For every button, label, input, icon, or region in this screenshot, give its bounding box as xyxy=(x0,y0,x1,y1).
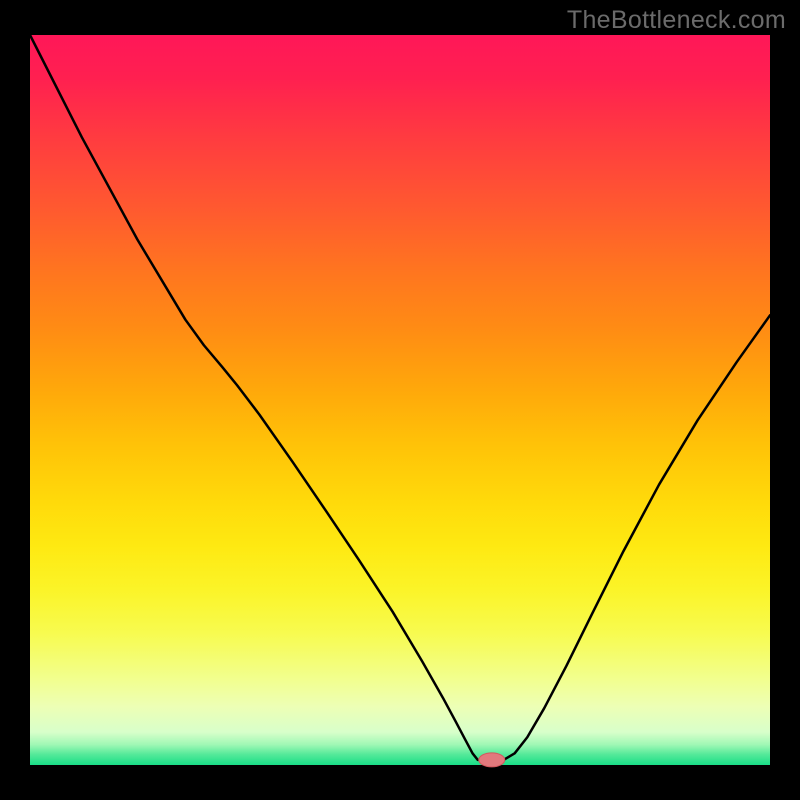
bottleneck-chart xyxy=(0,0,800,800)
optimal-point-marker xyxy=(479,753,505,767)
gradient-background xyxy=(30,35,770,765)
watermark-text: TheBottleneck.com xyxy=(567,6,786,35)
chart-frame: TheBottleneck.com xyxy=(0,0,800,800)
